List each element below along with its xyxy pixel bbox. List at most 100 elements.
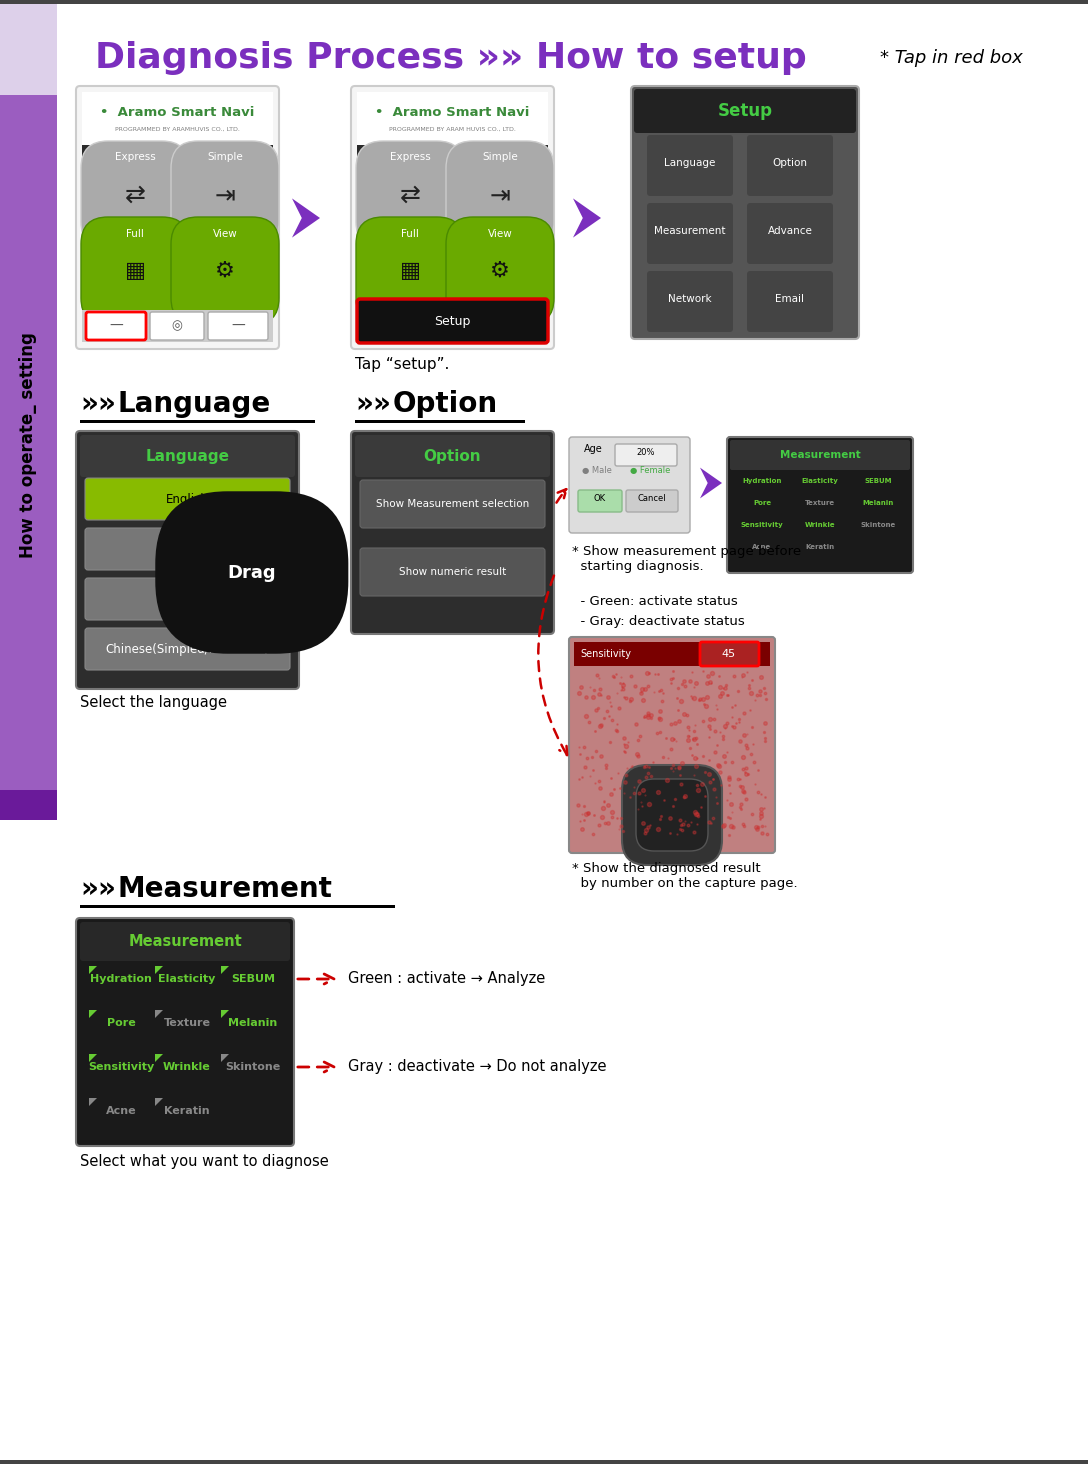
FancyBboxPatch shape — [647, 135, 733, 196]
Text: Full: Full — [126, 228, 144, 239]
Bar — [81, 420, 316, 423]
Polygon shape — [89, 1098, 97, 1105]
Text: Setup: Setup — [717, 102, 772, 120]
Text: Skintone: Skintone — [861, 523, 895, 529]
Polygon shape — [154, 1054, 163, 1061]
Text: View: View — [212, 228, 237, 239]
Text: Green : activate → Analyze: Green : activate → Analyze — [348, 972, 545, 987]
Text: »»: »» — [81, 875, 116, 903]
Bar — [82, 310, 273, 343]
Text: Measurement: Measurement — [128, 934, 242, 949]
Text: Network: Network — [668, 294, 712, 305]
Text: »»: »» — [355, 389, 391, 419]
FancyBboxPatch shape — [636, 779, 708, 851]
Text: Advance: Advance — [767, 225, 813, 236]
Polygon shape — [700, 467, 722, 498]
Text: Simple: Simple — [207, 152, 243, 163]
Text: Language: Language — [118, 389, 271, 419]
Bar — [357, 92, 548, 146]
FancyBboxPatch shape — [356, 217, 463, 325]
Text: ● Female: ● Female — [630, 466, 670, 474]
Text: Express: Express — [390, 152, 431, 163]
FancyBboxPatch shape — [626, 490, 678, 512]
Text: SEBUM: SEBUM — [864, 479, 892, 485]
Text: »»: »» — [81, 389, 116, 419]
Text: Option: Option — [393, 389, 498, 419]
FancyBboxPatch shape — [747, 271, 833, 332]
Polygon shape — [221, 1010, 228, 1017]
Text: Select what you want to diagnose: Select what you want to diagnose — [81, 1154, 329, 1168]
Polygon shape — [89, 1054, 97, 1061]
Text: Cancel: Cancel — [638, 493, 666, 504]
FancyBboxPatch shape — [569, 436, 690, 533]
Text: Melanin: Melanin — [228, 1017, 277, 1028]
FancyBboxPatch shape — [171, 141, 279, 249]
FancyBboxPatch shape — [356, 141, 463, 249]
Text: Sensitivity: Sensitivity — [88, 1061, 154, 1072]
Text: Texture: Texture — [163, 1017, 210, 1028]
Text: ▦: ▦ — [399, 261, 420, 281]
FancyBboxPatch shape — [357, 299, 548, 343]
Text: Skintone: Skintone — [225, 1061, 281, 1072]
Bar — [81, 905, 395, 908]
Text: Acne: Acne — [106, 1105, 136, 1116]
Text: Full: Full — [401, 228, 419, 239]
Text: ⇄: ⇄ — [124, 183, 146, 206]
Text: Keratin: Keratin — [164, 1105, 210, 1116]
FancyBboxPatch shape — [727, 436, 913, 572]
Text: Option: Option — [772, 158, 807, 168]
Text: ◎: ◎ — [172, 319, 183, 332]
Text: 20%: 20% — [636, 448, 655, 457]
Polygon shape — [154, 966, 163, 974]
FancyBboxPatch shape — [351, 86, 554, 348]
Text: Sensitivity: Sensitivity — [580, 649, 631, 659]
Polygon shape — [292, 199, 320, 237]
Text: * Tap in red box: * Tap in red box — [880, 48, 1023, 67]
Text: Email: Email — [776, 294, 804, 305]
Text: SEBUM: SEBUM — [231, 974, 275, 984]
Text: Measurement: Measurement — [118, 875, 333, 903]
Bar — [82, 145, 273, 310]
Text: ⚙: ⚙ — [215, 261, 235, 281]
Polygon shape — [573, 199, 601, 237]
Bar — [0, 0, 1088, 4]
Text: ⚙: ⚙ — [490, 261, 510, 281]
FancyBboxPatch shape — [76, 86, 279, 348]
FancyBboxPatch shape — [747, 135, 833, 196]
Text: ● Male: ● Male — [582, 466, 611, 474]
FancyBboxPatch shape — [446, 217, 554, 325]
Text: Option: Option — [423, 448, 481, 464]
Text: Pore: Pore — [107, 1017, 135, 1028]
FancyBboxPatch shape — [81, 435, 295, 477]
FancyBboxPatch shape — [647, 271, 733, 332]
Bar — [82, 92, 273, 146]
FancyBboxPatch shape — [85, 479, 290, 520]
FancyBboxPatch shape — [85, 628, 290, 671]
FancyBboxPatch shape — [85, 529, 290, 569]
Text: ⇄: ⇄ — [399, 183, 420, 206]
Text: Show Measurement selection: Show Measurement selection — [375, 499, 529, 509]
FancyBboxPatch shape — [622, 766, 722, 865]
FancyBboxPatch shape — [647, 203, 733, 264]
Bar — [0, 95, 57, 791]
Text: - Green: activate status: - Green: activate status — [572, 594, 738, 608]
Text: Simple: Simple — [482, 152, 518, 163]
Text: Wrinkle: Wrinkle — [805, 523, 836, 529]
Text: - Gray: deactivate status: - Gray: deactivate status — [572, 615, 745, 628]
Text: —: — — [231, 319, 245, 332]
Text: Language: Language — [665, 158, 716, 168]
Text: Gray : deactivate → Do not analyze: Gray : deactivate → Do not analyze — [348, 1060, 606, 1075]
Text: •  Aramo Smart Navi: • Aramo Smart Navi — [100, 105, 255, 119]
Text: Measurement: Measurement — [654, 225, 726, 236]
Text: Hydration: Hydration — [90, 974, 152, 984]
FancyBboxPatch shape — [150, 312, 205, 340]
Bar — [355, 420, 526, 423]
FancyBboxPatch shape — [81, 217, 189, 325]
FancyBboxPatch shape — [81, 141, 189, 249]
FancyBboxPatch shape — [700, 643, 759, 666]
Text: Melanin: Melanin — [863, 501, 893, 507]
FancyBboxPatch shape — [747, 203, 833, 264]
Text: Chinese(Simpled/Mandarin): Chinese(Simpled/Mandarin) — [106, 643, 270, 656]
Polygon shape — [154, 1010, 163, 1017]
Text: Elasticity: Elasticity — [159, 974, 215, 984]
